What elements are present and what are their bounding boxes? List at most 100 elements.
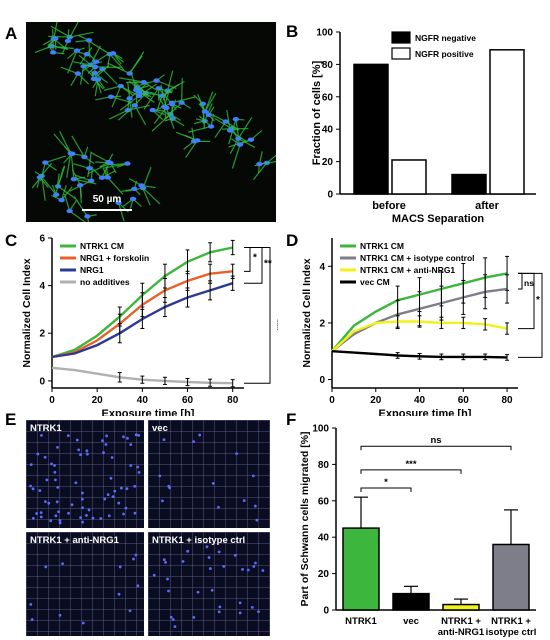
legend-label: NRG1 (80, 265, 104, 275)
migrated-cell (122, 435, 125, 439)
migrated-cell (110, 456, 114, 459)
migrated-cell (58, 521, 62, 525)
migrated-cell (168, 486, 172, 490)
cell-process (235, 119, 240, 138)
cell-process (158, 88, 173, 105)
sig-label: *** (271, 319, 278, 331)
migrated-cell (252, 474, 255, 478)
migrated-cell (233, 553, 237, 557)
migrated-cell (53, 464, 56, 467)
cell-process (252, 162, 268, 180)
cell-process (40, 162, 46, 182)
migrated-cell (162, 558, 166, 561)
cell-process (181, 78, 183, 103)
cell-process (171, 96, 196, 104)
cell-process (161, 83, 180, 97)
sig-label: ns (524, 278, 534, 288)
migrated-cell (207, 556, 211, 559)
migrated-cell (173, 625, 177, 628)
x-tick-label: 20 (370, 395, 382, 406)
migrated-cell (205, 545, 209, 549)
migrated-cell (124, 506, 128, 510)
migrated-cell (29, 602, 33, 606)
y-tick-label: 60 (318, 496, 330, 507)
cell-process (71, 135, 85, 158)
x-tick-label: vec (403, 616, 419, 627)
tile-ntrk1: NTRK1 (26, 420, 144, 528)
cell-process (185, 140, 198, 158)
cell-nucleus (138, 183, 145, 188)
cell-nucleus (42, 160, 49, 165)
cell-nucleus (126, 96, 133, 101)
sig-bracket (518, 272, 523, 290)
x-tick-label: isotype ctrl (486, 627, 537, 638)
y-tick-label: 80 (322, 60, 334, 71)
cell-process (61, 186, 73, 201)
migrated-cell (126, 436, 129, 440)
cell-process (101, 163, 110, 178)
cell-nucleus (86, 166, 93, 171)
migrated-cell (246, 568, 250, 572)
migrated-cell (238, 601, 242, 605)
cell-nucleus (207, 124, 215, 129)
y-tick-label: 2 (319, 318, 325, 329)
bar-before-1 (391, 159, 427, 195)
legend-swatch (391, 31, 411, 44)
migrated-cell (38, 489, 42, 492)
migrated-cell (53, 470, 57, 474)
migrated-cell (81, 491, 84, 495)
migrated-cell (39, 515, 43, 519)
cell-nucleus (69, 151, 76, 156)
panel-label-c: C (5, 231, 18, 250)
x-tick-label: NTRK1 + (441, 616, 481, 627)
cell-process (134, 105, 147, 126)
migrated-cell (50, 462, 53, 466)
cell-nucleus (115, 200, 122, 206)
cell-process (119, 77, 144, 83)
x-tick-label: 80 (501, 395, 513, 406)
x-tick-label: NTRK1 (345, 616, 377, 627)
chart-c: 0 20 40 60 80 0 2 4 6 Exposure time [h] Normalized… (21, 234, 278, 417)
migrated-cell (136, 584, 140, 588)
migrated-cell (58, 519, 62, 522)
tile-label-anti-nrg1: NTRK1 + anti-NRG1 (30, 535, 119, 546)
migrated-cell (35, 512, 38, 515)
migrated-cell (129, 464, 133, 467)
cell-nucleus (53, 192, 60, 197)
cell-process (69, 210, 86, 222)
migrated-cell (217, 505, 220, 509)
migrated-cell (125, 487, 129, 491)
y-tick-label: 4 (39, 281, 45, 292)
cell-nucleus (91, 64, 99, 70)
scale-bar: 50 µm (82, 194, 132, 211)
migrated-cell (133, 484, 137, 488)
panel-label-d: D (286, 231, 299, 250)
migrated-cell (118, 565, 122, 569)
legend-label: vec CM (360, 277, 390, 287)
cell-process (153, 107, 167, 124)
migrated-cell (238, 611, 242, 615)
x-tick-label: 80 (227, 395, 239, 406)
migrated-cell (152, 573, 156, 577)
cell-nucleus (236, 142, 244, 147)
migrated-cell (196, 590, 200, 594)
migrated-cell (85, 449, 89, 453)
legend-label: NTRK1 CM + anti-NRG1 (360, 265, 455, 275)
y-tick-label: 40 (322, 125, 334, 136)
cell-process (231, 144, 241, 169)
migrated-cell (241, 568, 244, 571)
y-tick-label: 100 (312, 424, 329, 435)
legend-label: NGFR negative (415, 33, 476, 43)
legend-label: NGFR positive (415, 49, 474, 59)
y-tick-label: 0 (39, 376, 45, 387)
tile-label-isotype: NTRK1 + isotype ctrl (152, 535, 246, 546)
migrated-cell (208, 567, 212, 570)
cell-process (229, 129, 247, 142)
migrated-cell (102, 451, 105, 455)
y-tick-label: 0 (327, 190, 333, 201)
migrated-cell (181, 560, 185, 563)
x-tick-label: after (475, 200, 500, 212)
y-axis-label: Fraction of cells [%] (311, 60, 323, 165)
scale-bar-label: 50 µm (92, 194, 122, 205)
